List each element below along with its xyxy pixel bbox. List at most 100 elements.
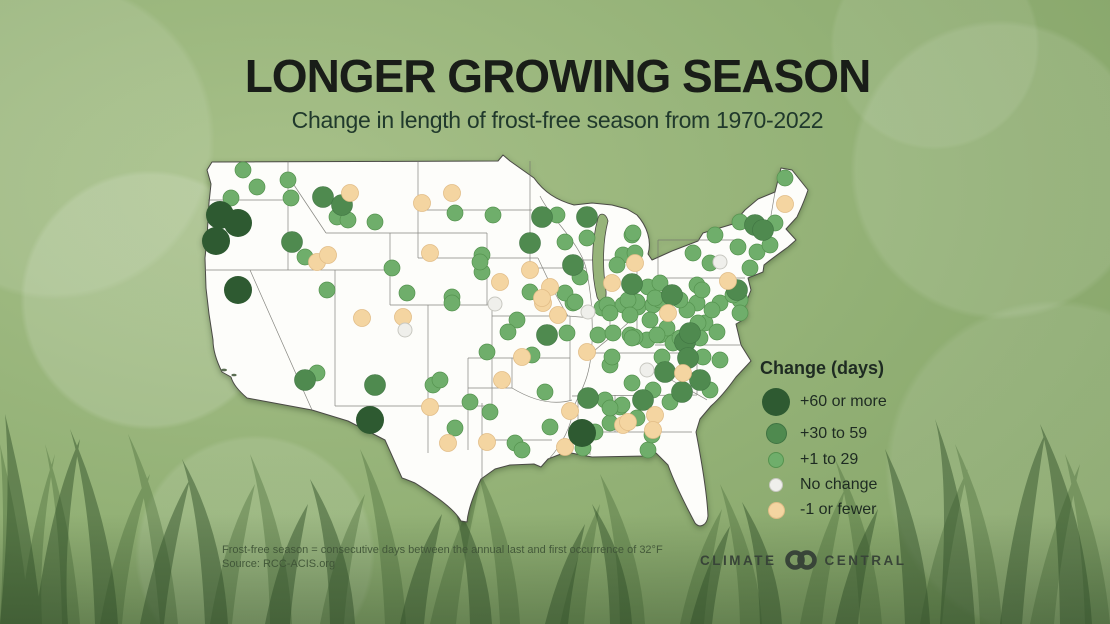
- legend-label: +30 to 59: [800, 424, 868, 442]
- grass-silhouette: [0, 414, 1110, 624]
- map-dot-p30: [531, 206, 553, 228]
- map-dot-p1: [446, 204, 464, 222]
- legend-dot-p60: [762, 388, 790, 416]
- map-dot-p1: [601, 304, 619, 322]
- map-dot-p30: [294, 369, 316, 391]
- map-dot-p1: [578, 229, 596, 247]
- map-dot-p1: [431, 371, 449, 389]
- map-dot-p30: [689, 369, 711, 391]
- map-dot-p60: [224, 209, 252, 237]
- map-dot-p1: [639, 441, 657, 459]
- map-dot-p1: [541, 418, 559, 436]
- map-dot-p1: [481, 403, 499, 421]
- header: LONGER GROWING SEASON Change in length o…: [180, 52, 935, 134]
- map-dot-p1: [708, 323, 726, 341]
- map-dot-p1: [693, 281, 711, 299]
- map-dot-neg: [549, 306, 567, 324]
- legend-dot-neg: [767, 501, 785, 519]
- bottom-vignette: [0, 514, 1110, 624]
- map-dot-p1: [648, 326, 666, 344]
- map-dot-p1: [398, 284, 416, 302]
- map-dot-p30: [752, 219, 774, 241]
- map-dot-p30: [281, 231, 303, 253]
- map-dot-p1: [558, 324, 576, 342]
- map-dot-p1: [731, 304, 749, 322]
- map-dot-p60: [568, 419, 596, 447]
- map-dot-zero: [580, 304, 596, 320]
- map-dot-neg: [493, 371, 511, 389]
- map-dot-p1: [461, 393, 479, 411]
- map-dot-p30: [536, 324, 558, 346]
- channel-islands: [231, 373, 237, 377]
- legend-item-zero: No change: [760, 476, 980, 494]
- map-dot-p1: [776, 169, 794, 187]
- map-dot-p60: [202, 227, 230, 255]
- map-dot-p1: [446, 419, 464, 437]
- map-dot-p1: [471, 253, 489, 271]
- map-dot-p1: [711, 351, 729, 369]
- map-dot-neg: [413, 194, 431, 212]
- map-dot-p1: [604, 324, 622, 342]
- map-dot-p30: [562, 254, 584, 276]
- map-dot-p1: [603, 348, 621, 366]
- map-dot-p1: [608, 256, 626, 274]
- map-dot-p30: [661, 284, 683, 306]
- map-dot-neg: [556, 438, 574, 456]
- map-dot-p1: [484, 206, 502, 224]
- climate-central-logo: CLIMATE CENTRAL: [700, 548, 907, 572]
- map-dot-neg: [533, 289, 551, 307]
- map-dot-neg: [603, 274, 621, 292]
- map-dot-p30: [679, 322, 701, 344]
- map-dot-p1: [623, 374, 641, 392]
- map-dot-p1: [703, 301, 721, 319]
- map-dot-neg: [478, 433, 496, 451]
- legend-label: +1 to 29: [800, 451, 859, 468]
- map-dot-p1: [513, 441, 531, 459]
- map-dot-p1: [499, 323, 517, 341]
- interlocking-rings-icon: [784, 550, 817, 570]
- map-dot-p1: [536, 383, 554, 401]
- map-dot-neg: [319, 246, 337, 264]
- page-title: LONGER GROWING SEASON: [244, 50, 872, 102]
- map-dot-p1: [706, 226, 724, 244]
- map-dot-neg: [491, 273, 509, 291]
- map-dot-p1: [234, 161, 252, 179]
- map-dot-p30: [577, 387, 599, 409]
- map-dot-neg: [644, 421, 662, 439]
- map-dot-p1: [624, 224, 642, 242]
- map-dot-p1: [621, 306, 639, 324]
- map-dot-neg: [646, 406, 664, 424]
- map-dot-neg: [578, 343, 596, 361]
- map-dot-p30: [621, 273, 643, 295]
- logo-word-climate: CLIMATE: [700, 553, 777, 568]
- map-dot-p1: [601, 399, 619, 417]
- legend-label: No change: [800, 476, 878, 493]
- legend-title: Change (days): [760, 358, 885, 378]
- map-dot-p1: [556, 233, 574, 251]
- map-dot-neg: [521, 261, 539, 279]
- map-dot-p1: [729, 238, 747, 256]
- map-dot-zero: [712, 254, 728, 270]
- map-dot-p1: [478, 343, 496, 361]
- map-dot-p30: [364, 374, 386, 396]
- map-dot-p1: [279, 171, 297, 189]
- map-dot-p1: [566, 293, 584, 311]
- map-dot-neg: [341, 184, 359, 202]
- legend: Change (days) +60 or more +30 to 59 +1 to …: [760, 358, 980, 526]
- page-subtitle: Change in length of frost-free season fr…: [291, 107, 824, 134]
- legend-item-p60: +60 or more: [760, 388, 980, 416]
- map-dot-zero: [639, 362, 655, 378]
- map-dot-p1: [222, 189, 240, 207]
- map-dot-p1: [748, 243, 766, 261]
- map-dot-neg: [561, 402, 579, 420]
- map-dot-neg: [353, 309, 371, 327]
- map-dot-p1: [282, 189, 300, 207]
- map-dot-p1: [508, 311, 526, 329]
- map-dot-neg: [513, 348, 531, 366]
- map-dot-neg: [659, 304, 677, 322]
- legend-item-neg: -1 or fewer: [760, 501, 980, 519]
- map-dot-p30: [632, 389, 654, 411]
- map-dot-p1: [443, 294, 461, 312]
- map-dot-p1: [623, 329, 641, 347]
